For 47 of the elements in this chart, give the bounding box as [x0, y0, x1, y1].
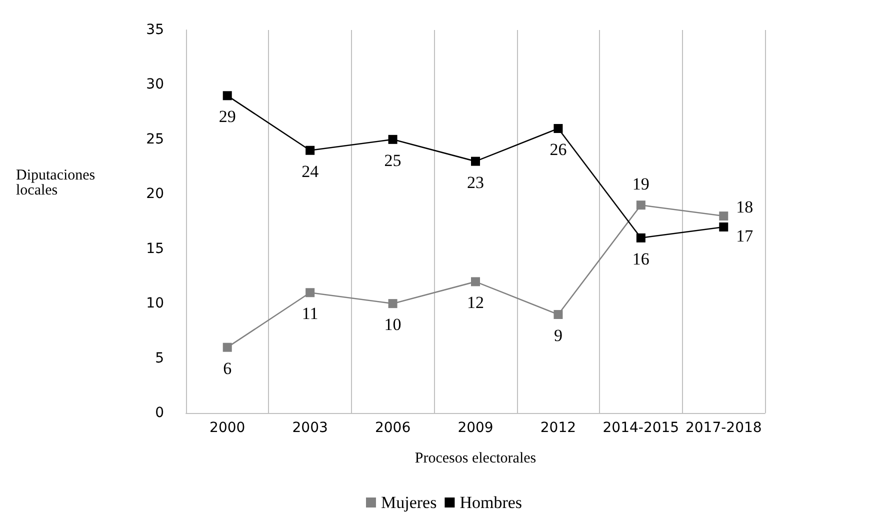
point — [719, 212, 728, 221]
y-tick-label: 5 — [155, 350, 164, 366]
x-tick-label: 2012 — [540, 420, 576, 436]
data-label: 24 — [302, 162, 320, 181]
point — [471, 156, 480, 166]
y-tick-label: 35 — [146, 22, 164, 38]
y-tick-label: 20 — [146, 186, 164, 202]
y-tick-label: 15 — [146, 240, 164, 257]
point — [636, 200, 646, 210]
point — [471, 277, 480, 286]
point — [388, 299, 398, 308]
data-label: 9 — [554, 326, 562, 346]
x-tick-label: 2003 — [292, 420, 328, 436]
data-label: 6 — [223, 358, 232, 378]
y-axis-title: Diputaciones locales — [16, 168, 99, 198]
data-label: 11 — [302, 304, 318, 324]
legend-label: Hombres — [460, 493, 522, 512]
data-label: 23 — [467, 172, 484, 192]
data-label: 12 — [467, 293, 484, 312]
point — [554, 124, 563, 133]
x-tick-label: 2009 — [458, 420, 494, 436]
data-label: 17 — [736, 226, 754, 246]
data-label: 25 — [384, 150, 402, 170]
data-label: 10 — [384, 315, 402, 334]
data-label: 26 — [550, 140, 567, 159]
point — [222, 342, 232, 352]
y-tick-label: 0 — [155, 405, 164, 421]
point — [719, 222, 728, 232]
point — [554, 310, 563, 320]
point — [306, 288, 315, 298]
x-tick-label: 2000 — [210, 420, 246, 436]
point — [388, 134, 398, 144]
y-tick-label: 30 — [146, 76, 164, 93]
x-tick-label: 2006 — [374, 420, 411, 436]
point — [306, 146, 315, 155]
x-tick-label: 2014-2015 — [602, 420, 680, 436]
x-axis-title: Procesos electorales — [414, 450, 536, 466]
data-label: 16 — [632, 249, 650, 268]
y-tick-label: 10 — [146, 296, 164, 312]
point — [222, 91, 232, 100]
x-tick-label: 2017-2018 — [685, 420, 762, 436]
data-label: 18 — [736, 198, 754, 217]
y-tick-label: 25 — [146, 131, 164, 148]
point — [636, 233, 646, 242]
data-label: 19 — [632, 174, 650, 194]
data-label: 29 — [218, 107, 236, 126]
legend-label: Mujeres — [380, 493, 437, 512]
